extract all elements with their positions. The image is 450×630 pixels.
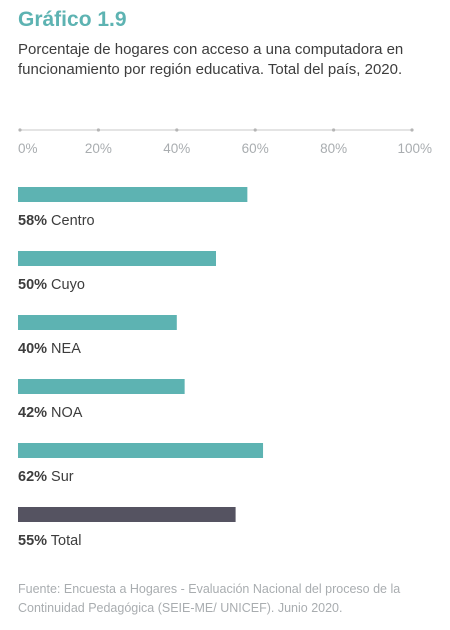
- category-label: Cuyo: [47, 277, 85, 293]
- bar-chart: 0% 20% 40% 60% 80% 100% 58% Centro 50% Cuyo 40% …: [18, 128, 432, 549]
- bar-noa: [18, 379, 185, 394]
- source-note: Fuente: Encuesta a Hogares - Evaluación …: [18, 582, 401, 615]
- x-tick-label: 40%: [163, 141, 190, 156]
- chart-title: Gráfico 1.9: [18, 8, 127, 31]
- x-tick-dot: [96, 128, 100, 132]
- x-tick-dot: [18, 128, 22, 132]
- category-label: Sur: [47, 469, 74, 485]
- x-tick-label: 60%: [242, 141, 269, 156]
- chart-subtitle: Porcentaje de hogares con acceso a una c…: [18, 41, 404, 78]
- x-tick-label: 100%: [397, 141, 432, 156]
- value-label: 50%: [18, 277, 47, 293]
- category-label: NEA: [47, 341, 81, 357]
- x-tick-label: 0%: [18, 141, 38, 156]
- bar-label-nea: 40% NEA: [18, 341, 81, 357]
- x-tick-dot: [410, 128, 414, 132]
- bar-centro: [18, 187, 248, 202]
- x-tick-dot: [253, 128, 257, 132]
- x-tick-label: 20%: [85, 141, 112, 156]
- bar-nea: [18, 315, 177, 330]
- bar-label-total: 55% Total: [18, 533, 81, 549]
- x-tick-dot: [332, 128, 336, 132]
- bar-total: [18, 507, 236, 522]
- bar-label-noa: 42% NOA: [18, 405, 83, 421]
- value-label: 58%: [18, 213, 47, 229]
- x-tick-dot: [175, 128, 179, 132]
- bar-cuyo: [18, 251, 216, 266]
- category-label: Total: [47, 533, 81, 549]
- x-tick-label: 80%: [320, 141, 347, 156]
- value-label: 55%: [18, 533, 47, 549]
- category-label: Centro: [47, 213, 95, 229]
- value-label: 62%: [18, 469, 47, 485]
- bar-label-cuyo: 50% Cuyo: [18, 277, 85, 293]
- value-label: 42%: [18, 405, 47, 421]
- bar-sur: [18, 443, 264, 458]
- bar-label-sur: 62% Sur: [18, 469, 74, 485]
- category-label: NOA: [47, 405, 83, 421]
- bar-label-centro: 58% Centro: [18, 213, 95, 229]
- value-label: 40%: [18, 341, 47, 357]
